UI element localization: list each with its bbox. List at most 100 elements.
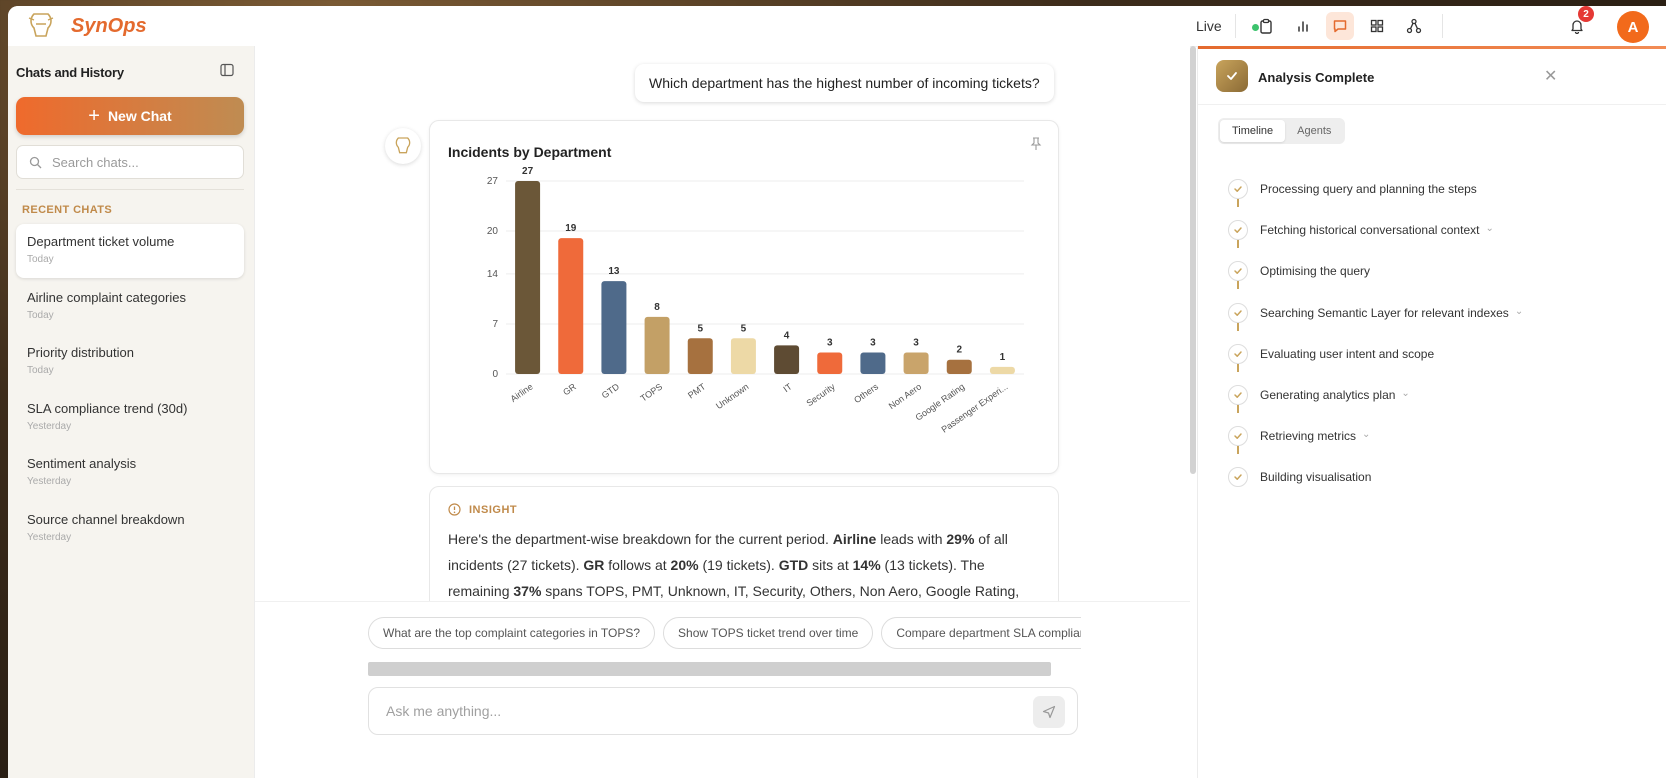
send-button[interactable] [1033, 696, 1065, 728]
chat-date: Today [27, 309, 54, 321]
clipboard-icon[interactable] [1252, 12, 1280, 40]
x-tick-label: PMT [686, 381, 708, 400]
pin-icon[interactable] [1030, 137, 1042, 151]
divider [1442, 14, 1443, 38]
chat-date: Yesterday [27, 531, 72, 543]
top-bar: SynOps Live 2 A [8, 6, 1666, 47]
divider [1198, 104, 1666, 105]
timeline-step: Building visualisation [1228, 467, 1523, 508]
sidebar-title: Chats and History [16, 65, 124, 80]
analysis-panel: Analysis Complete ✕ Timeline Agents Proc… [1197, 46, 1666, 778]
chat-main: Which department has the highest number … [255, 46, 1190, 778]
sidebar-toggle-icon[interactable] [220, 63, 234, 77]
main-scrollbar[interactable] [1190, 46, 1196, 474]
bar [730, 338, 756, 374]
step-connector [1237, 404, 1239, 413]
insight-text-part: (19 tickets). [698, 557, 779, 573]
timeline-step[interactable]: Searching Semantic Layer for relevant in… [1228, 302, 1524, 344]
insight-label: INSIGHT [469, 503, 518, 516]
data-label: 4 [784, 330, 790, 341]
suggestion-chip[interactable]: Show TOPS ticket trend over time [663, 617, 874, 649]
logo-icon [28, 13, 54, 37]
data-label: 8 [654, 302, 660, 313]
data-label: 3 [870, 338, 876, 349]
data-label: 13 [608, 266, 620, 277]
live-status-dot [1252, 24, 1259, 31]
bar [946, 359, 972, 374]
chat-item[interactable]: SLA compliance trend (30d) Yesterday [16, 391, 244, 445]
info-icon [448, 503, 461, 516]
chevron-down-icon[interactable]: ⌄ [1514, 305, 1524, 317]
ask-box[interactable] [368, 687, 1078, 735]
insight-highlight: 29% [946, 531, 975, 547]
bell-icon[interactable] [1563, 12, 1591, 40]
chat-item[interactable]: Airline complaint categories Today [16, 280, 244, 334]
bar-chart: 0714202727Airline19GR13GTD8TOPS5PMT5Unkn… [487, 166, 1024, 435]
suggestion-chip[interactable]: Compare department SLA compliance [881, 617, 1081, 649]
step-label: Evaluating user intent and scope [1260, 346, 1435, 361]
chevron-down-icon[interactable]: ⌄ [1362, 429, 1371, 441]
timeline-step[interactable]: Retrieving metrics ⌄ [1228, 426, 1523, 467]
bar [515, 181, 541, 374]
chat-item[interactable]: Source channel breakdown Yesterday [16, 502, 244, 556]
step-connector [1237, 446, 1239, 455]
insight-text-part: of all incidents (27 tickets). [448, 531, 1008, 573]
y-tick-label: 7 [492, 319, 498, 330]
bar [903, 352, 929, 374]
step-check-icon [1228, 302, 1248, 323]
suggestion-chip[interactable]: What are the top complaint categories in… [368, 617, 656, 649]
bar-chart-icon[interactable] [1289, 12, 1317, 40]
chat-item[interactable]: Sentiment analysis Yesterday [16, 446, 244, 500]
timeline-step[interactable]: Generating analytics plan ⌄ [1228, 384, 1523, 426]
composer: What are the top complaint categories in… [255, 601, 1190, 778]
x-tick-label: Security [805, 381, 838, 408]
y-tick-label: 27 [487, 176, 499, 187]
insight-text-part: leads with [876, 531, 947, 547]
timeline-steps: Processing query and planning the steps F… [1228, 179, 1523, 509]
search-chats-field[interactable] [16, 145, 244, 179]
live-status-label: Live [1196, 18, 1222, 34]
y-tick-label: 14 [487, 269, 499, 280]
tab-timeline[interactable]: Timeline [1220, 120, 1286, 142]
step-check-icon [1228, 426, 1248, 447]
chevron-down-icon[interactable]: ⌄ [1485, 223, 1494, 235]
chat-date: Yesterday [27, 476, 72, 487]
chat-icon[interactable] [1326, 12, 1354, 40]
ask-input[interactable] [384, 702, 1008, 720]
tab-agents[interactable]: Agents [1297, 125, 1332, 137]
x-tick-label: GTD [600, 381, 622, 400]
close-icon[interactable]: ✕ [1544, 68, 1558, 85]
new-chat-label: New Chat [107, 108, 172, 124]
chevron-down-icon[interactable]: ⌄ [1401, 387, 1410, 399]
step-check-icon [1228, 384, 1248, 405]
x-tick-label: Unknown [714, 381, 750, 411]
data-label: 1 [1000, 352, 1006, 363]
network-icon[interactable] [1400, 12, 1428, 40]
user-avatar[interactable]: A [1617, 11, 1649, 43]
step-check-icon [1228, 343, 1248, 364]
panel-accent-bar [1198, 46, 1666, 49]
timeline-step: Processing query and planning the steps [1228, 179, 1523, 220]
data-label: 3 [827, 338, 833, 349]
step-label: Searching Semantic Layer for relevant in… [1260, 305, 1509, 320]
new-chat-button[interactable]: + New Chat [16, 97, 244, 135]
data-label: 2 [956, 345, 962, 356]
chat-date: Today [27, 365, 54, 376]
chat-item[interactable]: Department ticket volume Today [16, 224, 244, 278]
step-check-icon [1228, 467, 1248, 488]
divider [16, 189, 244, 190]
data-label: 19 [565, 223, 577, 234]
grid-icon[interactable] [1363, 12, 1391, 40]
chat-title: Source channel breakdown [27, 511, 185, 527]
chat-item[interactable]: Priority distribution Today [16, 335, 244, 389]
timeline-step[interactable]: Fetching historical conversational conte… [1228, 220, 1523, 261]
chat-title: Sentiment analysis [27, 456, 137, 471]
check-badge-icon [1216, 60, 1248, 92]
x-tick-label: TOPS [639, 381, 665, 403]
search-chats-input[interactable] [50, 153, 234, 171]
x-tick-label: Non Aero [887, 381, 923, 411]
chat-date: Yesterday [27, 420, 72, 432]
step-label: Generating analytics plan [1260, 387, 1396, 402]
assistant-logo-icon [395, 137, 411, 154]
insight-highlight: Airline [832, 531, 877, 547]
